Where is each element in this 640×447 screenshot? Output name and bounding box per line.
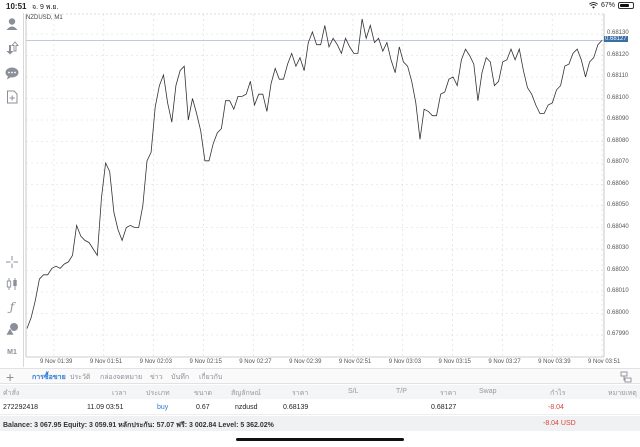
price-tick-label: 0.68080 bbox=[607, 137, 629, 144]
col-symbol: สัญลักษณ์ bbox=[231, 390, 261, 397]
col-profit: กำไร bbox=[550, 390, 566, 397]
chat-icon[interactable] bbox=[3, 64, 21, 82]
chart-canvas[interactable] bbox=[24, 13, 640, 368]
order-type: buy bbox=[157, 404, 169, 411]
col-size: ขนาด bbox=[194, 390, 213, 397]
col-swap: Swap bbox=[479, 388, 497, 395]
timeframe-button[interactable]: M1 bbox=[7, 348, 17, 356]
objects-icon[interactable] bbox=[3, 320, 21, 338]
battery-icon bbox=[618, 2, 634, 9]
left-toolbar: ƒ M1 bbox=[0, 13, 24, 367]
status-right: 67% bbox=[589, 2, 634, 9]
position-row[interactable]: 272292418 11.09 03:51 buy 0.67 nzdusd 0.… bbox=[0, 400, 640, 415]
positions-table-header: คำสั่ง เวลา ประเภท ขนาด สัญลักษณ์ ราคา S… bbox=[0, 385, 640, 399]
price-tick-label: 0.68000 bbox=[607, 309, 629, 316]
layout-icon[interactable] bbox=[620, 371, 632, 383]
total-profit: -8.04 USD bbox=[543, 420, 576, 427]
indicators-icon[interactable]: ƒ bbox=[9, 300, 15, 314]
col-time: เวลา bbox=[112, 390, 127, 397]
crosshair-icon[interactable] bbox=[3, 253, 21, 271]
tab-mailbox[interactable]: กล่องจดหมาย bbox=[100, 374, 143, 381]
chart-type-icon[interactable] bbox=[3, 275, 21, 293]
price-tick-label: 0.68110 bbox=[607, 73, 629, 79]
order-current-price: 0.68127 bbox=[431, 404, 457, 411]
account-summary: Balance: 3 067.95 Equity: 3 059.91 หลักป… bbox=[0, 416, 640, 431]
time-tick-label: 9 Nov 03:15 bbox=[438, 359, 471, 365]
clock: 10:51 bbox=[6, 2, 27, 11]
order-time: 11.09 03:51 bbox=[87, 404, 124, 411]
account-icon[interactable] bbox=[3, 15, 21, 33]
price-tick-label: 0.68120 bbox=[607, 51, 629, 58]
battery-percent: 67% bbox=[600, 2, 615, 9]
col-open-price: ราคา bbox=[292, 390, 309, 397]
order-symbol: nzdusd bbox=[235, 404, 258, 411]
order-profit: -8.04 bbox=[548, 404, 564, 411]
price-tick-label: 0.68030 bbox=[607, 245, 629, 251]
col-order: คำสั่ง bbox=[3, 390, 20, 397]
tab-trade[interactable]: การซื้อขาย bbox=[32, 374, 66, 381]
time-tick-label: 9 Nov 03:51 bbox=[588, 359, 621, 365]
price-tick-label: 0.68050 bbox=[607, 202, 629, 208]
time-tick-label: 9 Nov 02:03 bbox=[139, 359, 172, 365]
price-line-series bbox=[26, 18, 603, 329]
terminal-tabbar: + การซื้อขาย ประวัติ กล่องจดหมาย ข่าว บั… bbox=[0, 368, 640, 385]
current-price-tag: 0.68127 bbox=[604, 36, 628, 43]
tab-history[interactable]: ประวัติ bbox=[70, 374, 91, 381]
price-tick-label: 0.68130 bbox=[607, 30, 629, 36]
time-tick-label: 9 Nov 02:51 bbox=[338, 359, 372, 365]
price-tick-label: 0.68070 bbox=[607, 159, 629, 165]
price-tick-label: 0.67990 bbox=[607, 331, 629, 337]
time-tick-label: 9 Nov 03:39 bbox=[538, 359, 571, 365]
price-tick-label: 0.68010 bbox=[607, 288, 629, 294]
wifi-icon bbox=[589, 2, 598, 9]
order-open-price: 0.68139 bbox=[283, 404, 309, 411]
tab-news[interactable]: ข่าว bbox=[150, 374, 163, 381]
trade-arrows-icon[interactable] bbox=[3, 39, 21, 57]
col-price: ราคา bbox=[440, 390, 457, 397]
order-size: 0.67 bbox=[196, 404, 210, 411]
col-sl: S/L bbox=[348, 388, 359, 395]
new-order-icon[interactable] bbox=[3, 88, 21, 106]
time-tick-label: 9 Nov 01:51 bbox=[89, 359, 123, 365]
order-id: 272292418 bbox=[3, 404, 39, 411]
price-chart[interactable]: NZDUSD, M1 0.68130 0.68120 0.68110 0.68100 0… bbox=[24, 13, 640, 368]
col-type: ประเภท bbox=[146, 390, 170, 397]
tab-about[interactable]: เกี่ยวกับ bbox=[199, 374, 223, 381]
time-tick-label: 9 Nov 01:39 bbox=[40, 359, 73, 365]
price-tick-label: 0.68040 bbox=[607, 223, 629, 230]
time-tick-label: 9 Nov 02:27 bbox=[239, 359, 272, 365]
date: จ. 9 พ.ย. bbox=[32, 4, 59, 11]
time-tick-label: 9 Nov 03:03 bbox=[388, 359, 422, 365]
price-tick-label: 0.68020 bbox=[607, 266, 629, 273]
time-tick-label: 9 Nov 02:39 bbox=[289, 359, 322, 365]
account-summary-text: Balance: 3 067.95 Equity: 3 059.91 หลักป… bbox=[3, 422, 274, 429]
price-tick-label: 0.68060 bbox=[607, 180, 629, 187]
plus-icon[interactable]: + bbox=[6, 369, 15, 385]
home-indicator[interactable] bbox=[236, 438, 404, 441]
tab-journal[interactable]: บันทึก bbox=[171, 374, 190, 381]
chart-symbol-label: NZDUSD, M1 bbox=[26, 15, 63, 21]
col-comment: หมายเหตุ bbox=[608, 390, 637, 397]
price-tick-label: 0.68090 bbox=[607, 116, 629, 122]
status-bar: 10:51 จ. 9 พ.ย. 67% bbox=[0, 0, 640, 13]
time-tick-label: 9 Nov 03:27 bbox=[488, 359, 521, 365]
price-tick-label: 0.68100 bbox=[607, 94, 629, 101]
time-tick-label: 9 Nov 02:15 bbox=[189, 359, 222, 365]
col-tp: T/P bbox=[396, 388, 407, 395]
